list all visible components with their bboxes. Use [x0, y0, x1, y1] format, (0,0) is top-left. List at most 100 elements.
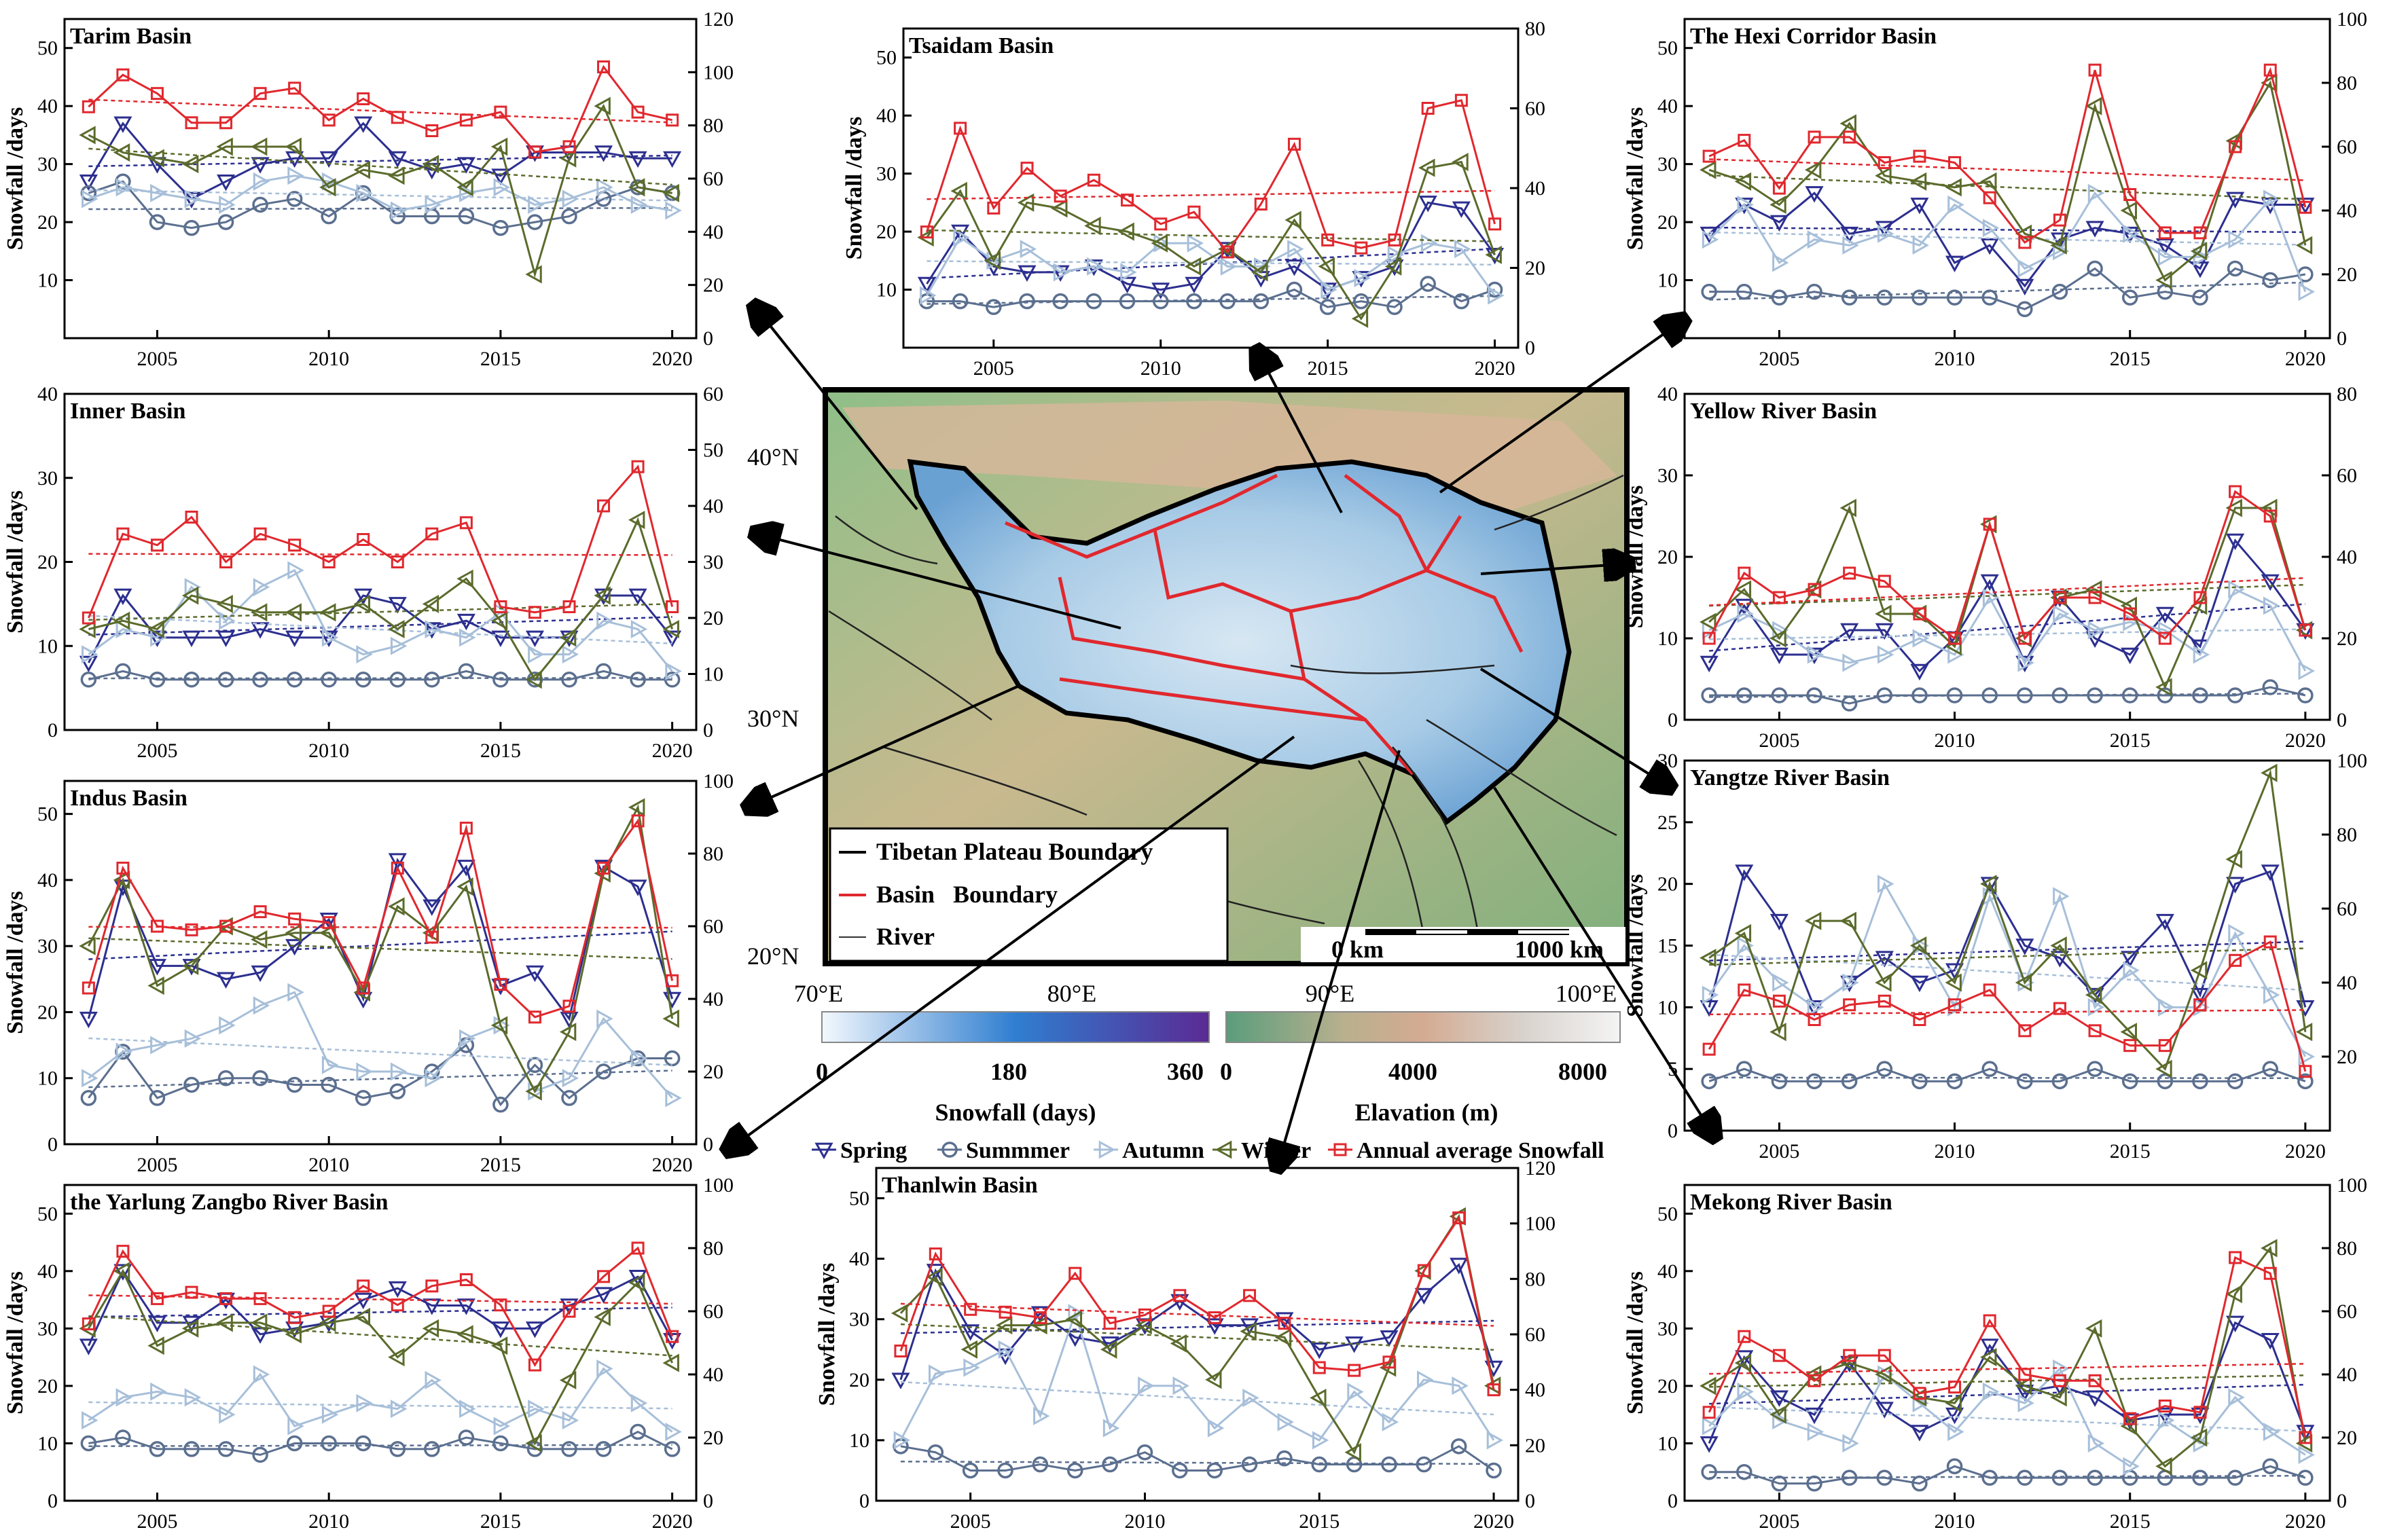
data-point [1051, 265, 1070, 282]
data-point [630, 672, 646, 688]
data-point [2297, 687, 2314, 704]
data-point [595, 1441, 612, 1457]
data-point [321, 208, 337, 225]
x-tick-label: 2005 [973, 357, 1014, 380]
data-point [1452, 1211, 1466, 1224]
data-point [2263, 189, 2280, 208]
series-line [88, 65, 672, 153]
data-point [596, 178, 613, 197]
data-point [181, 586, 199, 605]
y-tick-label: 50 [37, 37, 58, 60]
data-point [2053, 213, 2066, 227]
data-point [2261, 574, 2280, 591]
data-point [1102, 1419, 1120, 1438]
data-point [1172, 1376, 1189, 1395]
data-point [1084, 216, 1101, 236]
basin-boundaries [1005, 473, 1524, 775]
data-point [1054, 189, 1067, 203]
data-point [459, 113, 473, 127]
data-point [1284, 211, 1301, 230]
data-point [2229, 1251, 2242, 1264]
legend-item-circle: Summmer [937, 1138, 1070, 1163]
data-point [1839, 1353, 1856, 1372]
data-point [2120, 1417, 2138, 1436]
y-tick-label: 40 [37, 383, 58, 405]
trend-line [1709, 628, 2305, 640]
data-point [219, 1292, 233, 1305]
x-tick-label: 2010 [1935, 1140, 1975, 1163]
data-point [1700, 613, 1717, 632]
data-point [391, 555, 404, 568]
data-point [1254, 198, 1268, 211]
data-point [425, 1069, 442, 1088]
data-point [1701, 283, 1717, 300]
data-point [355, 672, 372, 688]
data-point [1151, 282, 1170, 299]
y-tick-label: 50 [849, 1188, 869, 1210]
data-point [185, 116, 198, 130]
data-point [2085, 631, 2104, 649]
data-point [1206, 1462, 1223, 1479]
data-point [181, 1319, 199, 1338]
data-point [217, 214, 234, 230]
data-point [1839, 498, 1856, 517]
data-point [2155, 1059, 2172, 1078]
y2-tick-label: 0 [703, 1490, 713, 1512]
data-point [183, 219, 200, 236]
y2-tick-label: 60 [2337, 898, 2357, 920]
y-tick-label: 40 [876, 105, 897, 127]
data-point [390, 636, 408, 655]
data-point [630, 1393, 648, 1412]
plot-frame [1683, 18, 2331, 340]
pointer-arrows [727, 306, 1715, 1168]
x-tick-label: 2015 [480, 739, 521, 762]
data-point [596, 1009, 613, 1028]
series-line [1708, 490, 2307, 641]
data-point [1151, 234, 1168, 253]
data-point [287, 561, 304, 580]
data-point [1219, 293, 1236, 310]
data-point [217, 174, 236, 191]
data-point [2051, 1073, 2068, 1090]
data-point [388, 597, 407, 614]
map-legend-basin: Basin Boundary [876, 881, 1058, 908]
data-point [2121, 687, 2138, 704]
arrow-yellow [1480, 564, 1630, 574]
data-point [1087, 173, 1100, 187]
data-point [1771, 1475, 1788, 1492]
data-point [1102, 1456, 1118, 1473]
data-point [1980, 875, 1997, 894]
y2-tick-label: 80 [2337, 1237, 2357, 1260]
data-point [1276, 1450, 1293, 1467]
data-point [1910, 1425, 1929, 1442]
y-tick-label: 40 [37, 95, 58, 117]
data-point [1911, 289, 1928, 306]
data-point [150, 1036, 167, 1055]
data-point [287, 983, 304, 1002]
data-point [1700, 1376, 1717, 1395]
trend-line [88, 930, 672, 960]
y-tick-label: 30 [37, 1317, 58, 1340]
data-point [630, 195, 648, 215]
data-point [113, 588, 132, 606]
series-line [1708, 1256, 2307, 1438]
data-point [1486, 1431, 1504, 1450]
data-point [562, 645, 579, 664]
data-point [425, 195, 442, 215]
data-point [951, 224, 970, 242]
data-point [1945, 178, 1962, 197]
y-tick-label: 20 [1657, 1375, 1678, 1398]
data-point [1980, 877, 1999, 894]
data-point [2191, 261, 2210, 278]
data-point [2299, 1431, 2312, 1444]
data-point [1808, 583, 1821, 596]
data-point [894, 1345, 908, 1357]
data-point [1187, 234, 1204, 253]
data-point [528, 606, 541, 619]
y2-tick-label: 20 [2337, 627, 2357, 650]
y-tick-label: 50 [37, 803, 58, 826]
data-point [2225, 1285, 2242, 1304]
data-point [562, 189, 579, 208]
